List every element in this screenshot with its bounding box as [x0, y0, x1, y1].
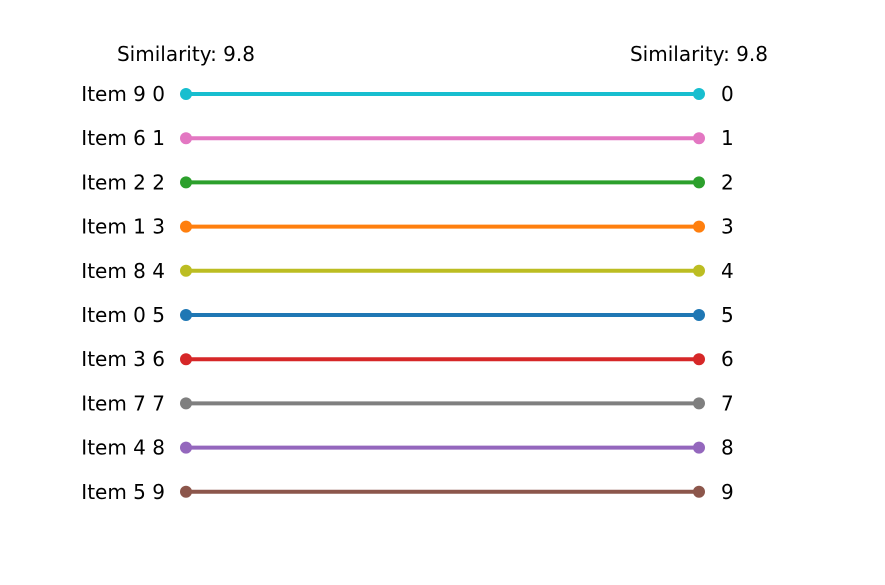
left-label: Item 2 2: [81, 170, 165, 194]
right-label: 3: [721, 215, 734, 239]
right-label: 2: [721, 170, 734, 194]
left-label: Item 3 6: [81, 347, 165, 371]
right-label: 8: [721, 436, 734, 460]
left-point: [180, 132, 192, 145]
left-point: [180, 397, 192, 410]
left-label: Item 1 3: [81, 215, 165, 239]
left-label: Item 6 1: [81, 126, 165, 150]
left-label: Item 4 8: [81, 436, 165, 460]
left-point: [180, 309, 192, 321]
left-label: Item 8 4: [81, 259, 165, 283]
right-label: 1: [721, 126, 734, 150]
left-point: [180, 264, 192, 277]
left-point: [180, 441, 192, 454]
left-label: Item 0 5: [81, 303, 165, 327]
right-label: 9: [721, 480, 734, 504]
right-label: 7: [721, 391, 734, 415]
right-point: [693, 88, 705, 100]
left-label: Item 9 0: [81, 82, 165, 106]
left-header: Similarity: 9.8: [117, 42, 255, 66]
left-point: [180, 485, 192, 498]
left-point: [180, 88, 192, 100]
right-point: [693, 264, 705, 277]
left-point: [180, 176, 192, 189]
right-point: [693, 485, 705, 498]
right-label: 0: [721, 82, 734, 106]
right-point: [693, 220, 705, 233]
right-point: [693, 309, 705, 321]
left-point: [180, 220, 192, 233]
right-point: [693, 132, 705, 145]
right-label: 6: [721, 347, 734, 371]
rows-group: Item 9 0 0 Item 6 1 1 Item 2 2 2 Item 1 3 3 Item…: [81, 82, 733, 504]
right-point: [693, 176, 705, 189]
right-point: [693, 397, 705, 410]
right-label: 5: [721, 303, 734, 327]
left-label: Item 5 9: [81, 480, 165, 504]
right-point: [693, 353, 705, 366]
right-label: 4: [721, 259, 734, 283]
right-point: [693, 441, 705, 454]
left-label: Item 7 7: [81, 391, 165, 415]
right-header: Similarity: 9.8: [630, 42, 768, 66]
left-point: [180, 353, 192, 366]
